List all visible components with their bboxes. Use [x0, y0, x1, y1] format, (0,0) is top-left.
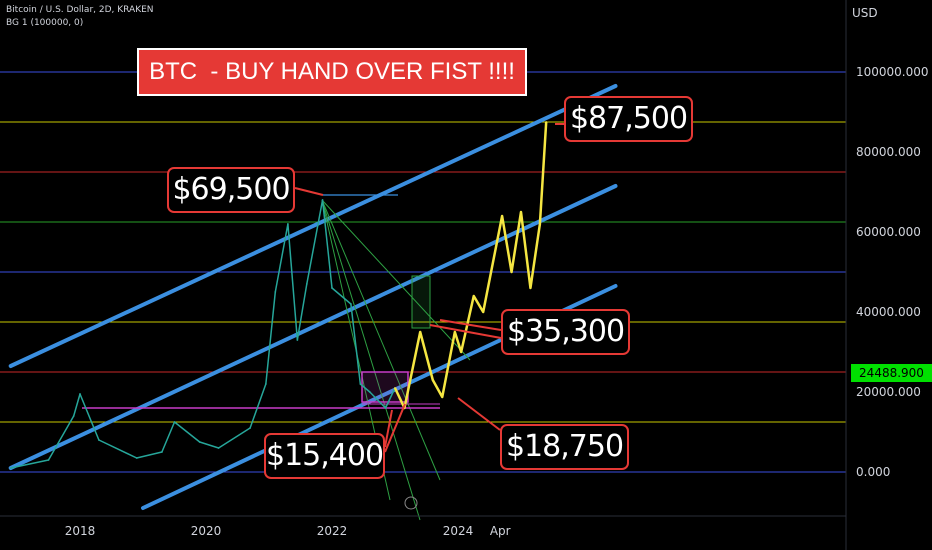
callout-arrow [439, 319, 502, 331]
y-tick-label: 80000.000 [856, 145, 921, 159]
x-tick-label: 2022 [317, 524, 348, 538]
x-tick-label: Apr [490, 524, 511, 538]
range-box [361, 371, 409, 403]
series-point-history [173, 421, 176, 423]
series-point-history [359, 383, 362, 385]
callout-target: $87,500 [564, 96, 693, 142]
x-tick-label: 2024 [443, 524, 474, 538]
currency-label: USD [852, 6, 878, 20]
series-point-projection [394, 387, 396, 389]
y-tick-label: 40000.000 [856, 305, 921, 319]
series-point-projection [431, 379, 434, 381]
series-point-projection [419, 331, 422, 333]
series-point-history [350, 303, 352, 305]
y-tick-label: 60000.000 [856, 225, 921, 239]
callout-arrow [384, 409, 393, 448]
series-point-history [198, 441, 201, 443]
series-point-history [161, 451, 163, 453]
series-line-projection [393, 121, 548, 410]
series-point-history [249, 427, 252, 429]
series-point-projection [539, 223, 541, 225]
series-point-history [321, 199, 324, 201]
series-point-history [135, 457, 138, 459]
symbol-title: Bitcoin / U.S. Dollar, 2D, KRAKEN [6, 5, 154, 15]
series-point-history [79, 393, 81, 395]
trend-fan-line [321, 199, 471, 361]
series-point-history [264, 383, 267, 385]
series-point-projection [520, 211, 522, 213]
last-price-tag: 24488.900 [851, 364, 932, 382]
series-point-projection [529, 287, 532, 289]
x-tick-label: 2018 [65, 524, 96, 538]
callout-ath: $69,500 [167, 167, 295, 213]
series-point-history [98, 439, 100, 441]
series-point-projection [460, 351, 463, 353]
callout-arrow [429, 324, 502, 339]
headline-banner: BTC - BUY HAND OVER FIST !!!! [137, 48, 527, 96]
series-point-history [331, 287, 333, 289]
callout-arrow [294, 187, 324, 196]
series-point-projection [491, 263, 494, 265]
series-point-projection [441, 396, 444, 398]
series-point-projection [472, 295, 475, 297]
series-point-history [296, 339, 299, 341]
series-point-projection [482, 311, 485, 313]
series-line-history [10, 199, 396, 469]
indicator-legend: BG 1 (100000, 0) [6, 18, 84, 28]
series-point-history [368, 391, 371, 393]
series-point-history [217, 447, 220, 449]
callout-mid: $35,300 [501, 309, 630, 355]
series-point-history [72, 415, 75, 417]
channel-line [8, 184, 618, 470]
callout-arrow [384, 403, 406, 453]
series-point-history [384, 407, 387, 409]
projection-box [411, 275, 431, 329]
channel-line [8, 84, 618, 368]
series-point-history [47, 459, 50, 461]
lightning-icon [404, 496, 418, 510]
y-tick-label: 20000.000 [856, 385, 921, 399]
x-tick-label: 2020 [191, 524, 222, 538]
series-point-projection [453, 331, 456, 333]
series-point-projection [545, 121, 548, 123]
series-point-projection [501, 215, 503, 217]
callout-low-2022: $15,400 [264, 433, 385, 479]
series-point-history [287, 223, 289, 225]
callout-low-projection: $18,750 [500, 424, 629, 470]
series-point-history [9, 467, 12, 469]
y-tick-label: 100000.000 [856, 65, 929, 79]
trend-fan-line [321, 199, 421, 521]
series-point-history [274, 291, 277, 293]
series-point-history [305, 283, 308, 285]
series-point-projection [510, 271, 513, 273]
y-tick-label: 0.000 [856, 465, 890, 479]
callout-arrow [457, 397, 501, 431]
trend-fan-line [321, 199, 441, 481]
